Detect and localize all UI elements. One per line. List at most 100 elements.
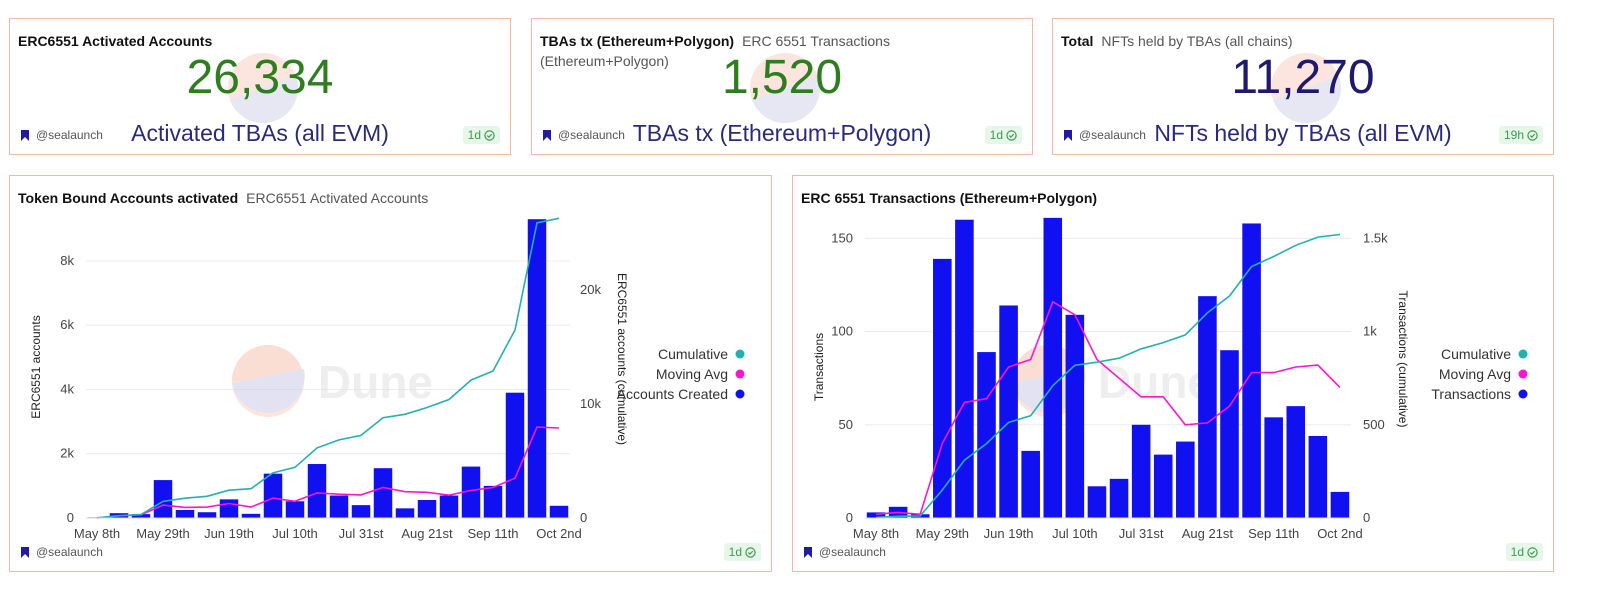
freshness-text: 1d bbox=[1510, 545, 1524, 559]
x-tick-label: May 8th bbox=[853, 526, 899, 541]
x-tick-label: Aug 21st bbox=[1182, 526, 1234, 541]
bar bbox=[329, 495, 349, 518]
bar bbox=[219, 499, 239, 518]
author-name: @sealaunch bbox=[36, 545, 103, 559]
counter-value: 11,270 bbox=[1231, 51, 1375, 104]
counter-label: Activated TBAs (all EVM) bbox=[131, 120, 389, 146]
check-circle-icon bbox=[745, 546, 756, 558]
author-link[interactable]: @sealaunch bbox=[20, 545, 103, 559]
counter-value: 26,334 bbox=[186, 51, 334, 104]
dune-watermark-logo bbox=[1271, 53, 1341, 123]
chart-panel-transactions: ERC 6551 Transactions (Ethereum+Polygon)… bbox=[792, 175, 1554, 572]
freshness-badge[interactable]: 19h bbox=[1498, 126, 1543, 144]
bookmark-icon bbox=[543, 129, 551, 141]
bookmark-icon bbox=[21, 546, 29, 558]
legend-label: Cumulative bbox=[658, 346, 728, 362]
y-tick-label: 0 bbox=[67, 510, 74, 525]
counter-label: TBAs tx (Ethereum+Polygon) bbox=[632, 120, 932, 146]
bar bbox=[1021, 450, 1040, 518]
y-tick-label: 0 bbox=[846, 510, 853, 525]
transactions-chart: 0 50 100 150 0 500 1k 1.5k Dune May 8th May 29th Ju… bbox=[812, 217, 1528, 541]
x-tick-label: May 29th bbox=[916, 526, 969, 541]
bar bbox=[933, 258, 952, 518]
bar bbox=[153, 480, 173, 518]
freshness-badge[interactable]: 1d bbox=[462, 126, 500, 144]
bar bbox=[1109, 478, 1129, 518]
y2-tick-label: 500 bbox=[1363, 417, 1385, 432]
bar bbox=[1264, 417, 1283, 518]
card-title-main[interactable]: TBAs tx (Ethereum+Polygon) bbox=[540, 33, 735, 49]
card-title-main[interactable]: ERC 6551 Transactions (Ethereum+Polygon) bbox=[801, 190, 1098, 206]
bar bbox=[439, 495, 459, 518]
y-tick-label: 4k bbox=[60, 381, 74, 396]
bar bbox=[1043, 217, 1063, 518]
dune-logo-bottom bbox=[232, 369, 305, 413]
y-axis-title: ERC6551 accounts bbox=[29, 315, 43, 418]
bar bbox=[461, 466, 481, 518]
legend-swatch bbox=[735, 349, 745, 359]
y2-tick-label: 0 bbox=[580, 510, 587, 525]
bar bbox=[527, 219, 547, 518]
x-tick-label: Jul 10th bbox=[1052, 526, 1098, 541]
legend-label: Cumulative bbox=[1441, 346, 1511, 362]
y-tick-label: 150 bbox=[831, 230, 853, 245]
bookmark-icon bbox=[804, 546, 812, 558]
bar bbox=[417, 500, 437, 518]
y2-axis-title: ERC6551 accounts (cumulative) bbox=[615, 273, 629, 445]
author-link[interactable]: @sealaunch bbox=[1063, 128, 1146, 142]
bar bbox=[1330, 491, 1350, 518]
cumulative-line bbox=[96, 217, 560, 519]
counter-card-nfts-held: Total NFTs held by TBAs (all chains) 11,2… bbox=[1052, 18, 1554, 155]
dune-watermark: Dune bbox=[232, 345, 433, 417]
card-title: ERC 6551 Transactions (Ethereum+Polygon) bbox=[801, 188, 1097, 208]
bar bbox=[549, 505, 569, 518]
counter-value: 1,520 bbox=[721, 51, 843, 104]
bar bbox=[1176, 441, 1195, 518]
x-tick-label: May 29th bbox=[136, 526, 189, 541]
y-tick-label: 100 bbox=[831, 324, 853, 339]
legend-swatch bbox=[1518, 389, 1528, 399]
dune-watermark-logo bbox=[228, 53, 298, 123]
y2-tick-label: 20k bbox=[580, 282, 601, 297]
card-title-subtitle: ERC 6551 Transactions (Ethereum+Polygon) bbox=[540, 33, 890, 69]
bar bbox=[263, 473, 283, 518]
counter-label: NFTs held by TBAs (all EVM) bbox=[1154, 120, 1452, 146]
author-link[interactable]: @sealaunch bbox=[803, 545, 886, 559]
bar bbox=[1242, 223, 1261, 518]
card-title-main[interactable]: Total bbox=[1061, 33, 1094, 49]
freshness-badge[interactable]: 1d bbox=[723, 543, 761, 561]
author-link[interactable]: @sealaunch bbox=[542, 128, 625, 142]
bar bbox=[999, 305, 1018, 518]
check-circle-icon bbox=[1527, 129, 1538, 141]
bar bbox=[373, 468, 393, 518]
freshness-badge[interactable]: 1d bbox=[1505, 543, 1543, 561]
legend-label: Accounts Created bbox=[617, 386, 728, 402]
card-title-subtitle: ERC6551 Activated Accounts bbox=[246, 190, 429, 206]
counter-card-activated-accounts: ERC6551 Activated Accounts 26,334 Activa… bbox=[9, 18, 511, 155]
x-tick-label: Jul 10th bbox=[272, 526, 318, 541]
author-name: @sealaunch bbox=[819, 545, 886, 559]
freshness-text: 1d bbox=[728, 545, 742, 559]
check-circle-icon bbox=[1006, 129, 1017, 141]
bar bbox=[175, 509, 195, 518]
x-tick-label: Jun 19th bbox=[984, 526, 1034, 541]
x-tick-label: May 8th bbox=[74, 526, 120, 541]
card-title-main[interactable]: Token Bound Accounts activated bbox=[18, 190, 239, 206]
dune-logo-top bbox=[232, 345, 304, 381]
freshness-badge[interactable]: 1d bbox=[984, 126, 1022, 144]
author-name: @sealaunch bbox=[36, 128, 103, 142]
x-tick-label: Sep 11th bbox=[1248, 526, 1299, 541]
dune-watermark-text: Dune bbox=[1098, 356, 1213, 408]
legend-swatch bbox=[735, 389, 745, 399]
legend-label: Moving Avg bbox=[1439, 366, 1511, 382]
x-tick-label: Oct 2nd bbox=[1317, 526, 1363, 541]
cumulative-line bbox=[875, 233, 1341, 519]
freshness-text: 19h bbox=[1503, 128, 1524, 142]
check-circle-icon bbox=[1527, 546, 1538, 558]
author-link[interactable]: @sealaunch bbox=[20, 128, 103, 142]
counter-card-tbas-tx: TBAs tx (Ethereum+Polygon) ERC 6551 Trans… bbox=[531, 18, 1033, 155]
card-title-main[interactable]: ERC6551 Activated Accounts bbox=[18, 33, 213, 49]
check-circle-icon bbox=[484, 129, 495, 141]
card-title: Token Bound Accounts activated ERC6551 Ac… bbox=[18, 188, 428, 208]
author-name: @sealaunch bbox=[558, 128, 625, 142]
